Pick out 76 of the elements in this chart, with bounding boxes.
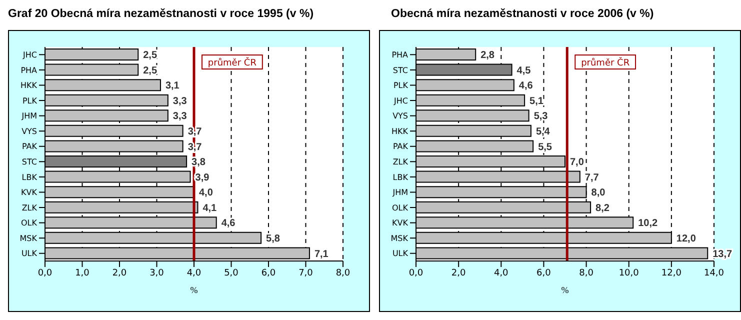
ref-line-label: průměr ČR <box>581 56 630 68</box>
data-label: 2,5 <box>143 65 158 76</box>
data-label: 10,2 <box>638 218 658 230</box>
data-label: 12,0 <box>676 233 696 244</box>
chart-title: Graf 20 Obecná míra nezaměstnanosti v roce 1995 (v %) <box>8 8 315 22</box>
data-label: 5,5 <box>538 142 552 153</box>
x-tick-label: 3,0 <box>150 268 164 278</box>
data-label: 7,1 <box>314 248 329 260</box>
data-label: 4,5 <box>516 65 532 76</box>
y-tick-label: KVK <box>21 188 38 198</box>
y-tick-label: JHM <box>20 112 38 121</box>
y-tick-label: JHM <box>392 188 408 198</box>
data-label: 8,2 <box>596 202 610 214</box>
y-tick-label: PLK <box>393 81 409 90</box>
y-tick-label: OLK <box>392 203 409 212</box>
y-tick-label: KVK <box>392 218 409 228</box>
data-label: 5,8 <box>266 233 280 244</box>
y-tick-label: JHC <box>393 96 408 106</box>
x-tick-label: 1,0 <box>75 268 90 278</box>
y-tick-label: LBK <box>22 172 38 182</box>
data-label: 5,3 <box>534 111 548 122</box>
data-label: 2,8 <box>480 50 495 62</box>
x-axis-title: % <box>190 285 198 295</box>
y-tick-label: VYS <box>22 126 37 136</box>
y-tick-label: PHA <box>20 66 38 75</box>
y-tick-label: MSK <box>390 234 409 243</box>
x-tick-label: 8,0 <box>336 268 350 278</box>
data-label: 4,1 <box>202 202 218 214</box>
y-tick-label: STC <box>392 66 408 75</box>
data-label: 4,6 <box>518 80 534 92</box>
data-label: 4,0 <box>199 188 214 199</box>
x-tick-label: 0,0 <box>38 268 52 278</box>
data-label: 7,7 <box>584 172 600 184</box>
y-tick-label: PAK <box>22 142 38 152</box>
y-tick-label: MSK <box>20 234 38 243</box>
data-label: 3,3 <box>172 96 188 107</box>
x-tick-label: 4,0 <box>186 268 202 278</box>
y-tick-label: PLK <box>22 96 38 106</box>
y-tick-label: ZLK <box>392 157 409 166</box>
data-label: 13,7 <box>712 248 733 260</box>
y-tick-label: ULK <box>21 249 38 258</box>
x-tick-label: 12,0 <box>661 268 682 278</box>
data-label: 8,0 <box>591 188 606 199</box>
x-tick-label: 2,0 <box>451 268 466 278</box>
x-axis-title: % <box>561 285 570 295</box>
y-tick-label: PAK <box>392 142 409 152</box>
data-label: 2,5 <box>143 50 158 62</box>
x-tick-label: 0,0 <box>408 268 424 278</box>
x-tick-label: 6,0 <box>261 268 276 278</box>
data-label: 4,6 <box>221 218 236 230</box>
chart-title: Obecná míra nezaměstnanosti v roce 2006 (v %) <box>390 8 655 22</box>
x-tick-label: 2,0 <box>112 268 127 278</box>
data-label: 5,4 <box>536 126 550 138</box>
y-tick-label: VYS <box>392 112 408 121</box>
x-tick-label: 10,0 <box>618 268 640 278</box>
y-tick-label: ULK <box>392 249 409 258</box>
y-tick-label: STC <box>22 157 38 166</box>
data-label: 5,1 <box>530 96 544 107</box>
y-tick-label: HKK <box>391 126 409 136</box>
x-tick-label: 8,0 <box>579 268 594 278</box>
x-tick-label: 7,0 <box>298 268 314 278</box>
data-label: 3,9 <box>195 172 210 184</box>
y-tick-label: HKK <box>20 81 38 90</box>
data-label: 3,1 <box>165 80 180 92</box>
x-tick-label: 14,0 <box>704 268 724 278</box>
x-tick-label: 4,0 <box>494 268 509 278</box>
y-tick-label: PHA <box>392 50 409 60</box>
data-label: 7,0 <box>570 157 584 168</box>
data-label: 3,3 <box>172 111 188 122</box>
x-tick-label: 5,0 <box>224 268 239 278</box>
y-tick-label: OLK <box>21 218 38 228</box>
y-tick-label: JHC <box>22 50 38 60</box>
y-tick-label: LBK <box>392 172 409 182</box>
y-tick-label: ZLK <box>22 203 38 212</box>
x-tick-label: 6,0 <box>536 268 552 278</box>
ref-line-label: průměr ČR <box>208 56 256 68</box>
